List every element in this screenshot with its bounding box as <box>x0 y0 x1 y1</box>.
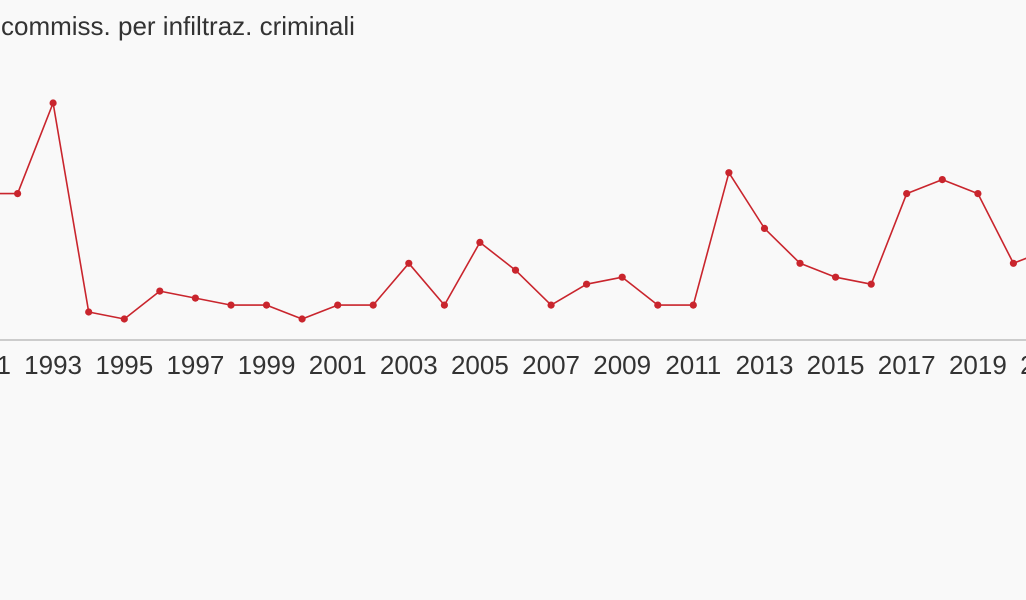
x-tick-label-2011: 2011 <box>665 350 721 380</box>
x-tick-label-1993: 1993 <box>24 350 82 380</box>
data-point-2003[interactable] <box>405 259 413 267</box>
data-point-1999[interactable] <box>262 301 271 309</box>
data-point-2020[interactable] <box>1009 259 1018 267</box>
x-tick-label-2021: 2021 <box>1020 350 1026 380</box>
x-tick-label-2019: 2019 <box>949 350 1007 380</box>
data-point-2007[interactable] <box>547 301 555 309</box>
data-point-2010[interactable] <box>654 301 662 309</box>
x-tick-label-1991: 1991 <box>0 350 11 380</box>
x-tick-label-1995: 1995 <box>95 350 153 380</box>
x-tick-label-2001: 2001 <box>309 350 367 380</box>
data-point-2011[interactable] <box>689 301 697 309</box>
data-point-2012[interactable] <box>725 169 733 177</box>
data-point-2000[interactable] <box>298 315 306 323</box>
data-point-1992[interactable] <box>14 190 22 198</box>
data-point-1994[interactable] <box>85 308 93 316</box>
x-tick-label-2005: 2005 <box>451 350 509 380</box>
x-tick-label-2007: 2007 <box>522 350 580 380</box>
data-point-2002[interactable] <box>369 301 377 309</box>
data-point-1993[interactable] <box>49 99 57 107</box>
data-point-2015[interactable] <box>832 273 840 281</box>
data-point-2019[interactable] <box>974 190 982 198</box>
x-tick-label-2003: 2003 <box>380 350 438 380</box>
x-tick-label-2015: 2015 <box>807 350 865 380</box>
x-tick-label-2009: 2009 <box>593 350 651 380</box>
data-point-1997[interactable] <box>191 294 199 302</box>
data-point-2013[interactable] <box>760 224 769 232</box>
x-tick-label-2017: 2017 <box>878 350 936 380</box>
x-tick-label-2013: 2013 <box>736 350 794 380</box>
data-point-1995[interactable] <box>120 315 128 323</box>
data-point-1996[interactable] <box>156 287 164 295</box>
x-tick-label-1997: 1997 <box>166 350 224 380</box>
data-point-2005[interactable] <box>476 238 484 246</box>
data-point-2006[interactable] <box>511 266 520 274</box>
data-point-2008[interactable] <box>583 280 591 288</box>
data-point-2004[interactable] <box>440 301 448 309</box>
x-tick-label-1999: 1999 <box>238 350 296 380</box>
data-point-2016[interactable] <box>867 280 875 288</box>
data-point-2017[interactable] <box>903 190 911 198</box>
data-point-1998[interactable] <box>227 301 235 309</box>
data-point-2009[interactable] <box>618 273 626 281</box>
data-point-2018[interactable] <box>938 176 946 184</box>
data-point-2014[interactable] <box>796 259 804 267</box>
chart-title: commiss. per infiltraz. criminali <box>1 11 355 41</box>
data-point-2001[interactable] <box>334 301 342 309</box>
